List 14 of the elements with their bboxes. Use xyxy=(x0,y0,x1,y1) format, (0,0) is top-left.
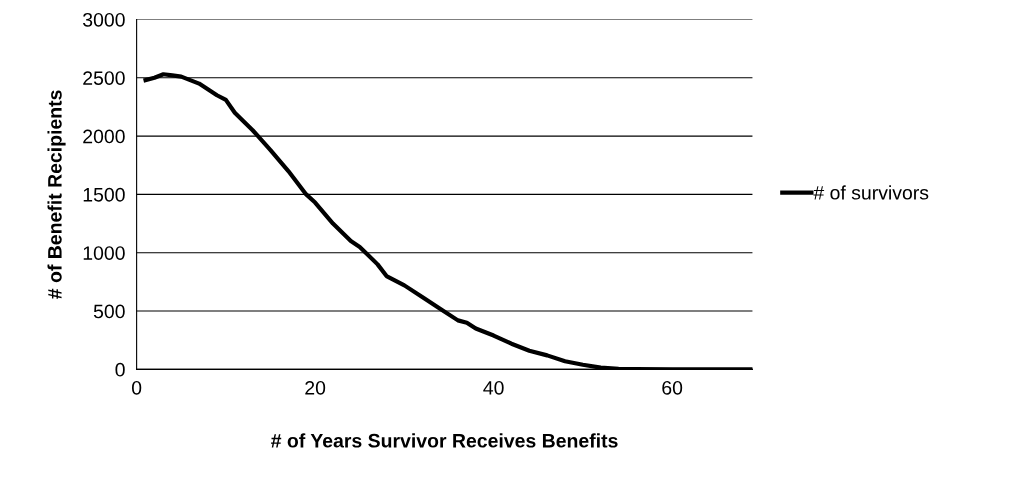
y-tick-label: 500 xyxy=(93,304,125,319)
x-tick-label: 60 xyxy=(662,380,683,395)
y-axis-title: # of Benefit Recipients xyxy=(47,90,66,299)
x-tick-label: 40 xyxy=(483,380,504,395)
x-tick-label: 0 xyxy=(131,380,142,395)
x-tick-label: 20 xyxy=(305,380,326,395)
y-tick-label: 1000 xyxy=(83,246,125,260)
y-tick-label: 2500 xyxy=(83,71,125,85)
legend-label: # of survivors xyxy=(813,185,929,200)
x-axis-title: # of Years Survivor Receives Benefits xyxy=(271,433,618,448)
y-tick-label: 2000 xyxy=(83,129,125,144)
y-tick-label: 1500 xyxy=(83,187,125,202)
y-tick-label: 0 xyxy=(115,362,125,377)
y-tick-label: 3000 xyxy=(83,12,125,27)
